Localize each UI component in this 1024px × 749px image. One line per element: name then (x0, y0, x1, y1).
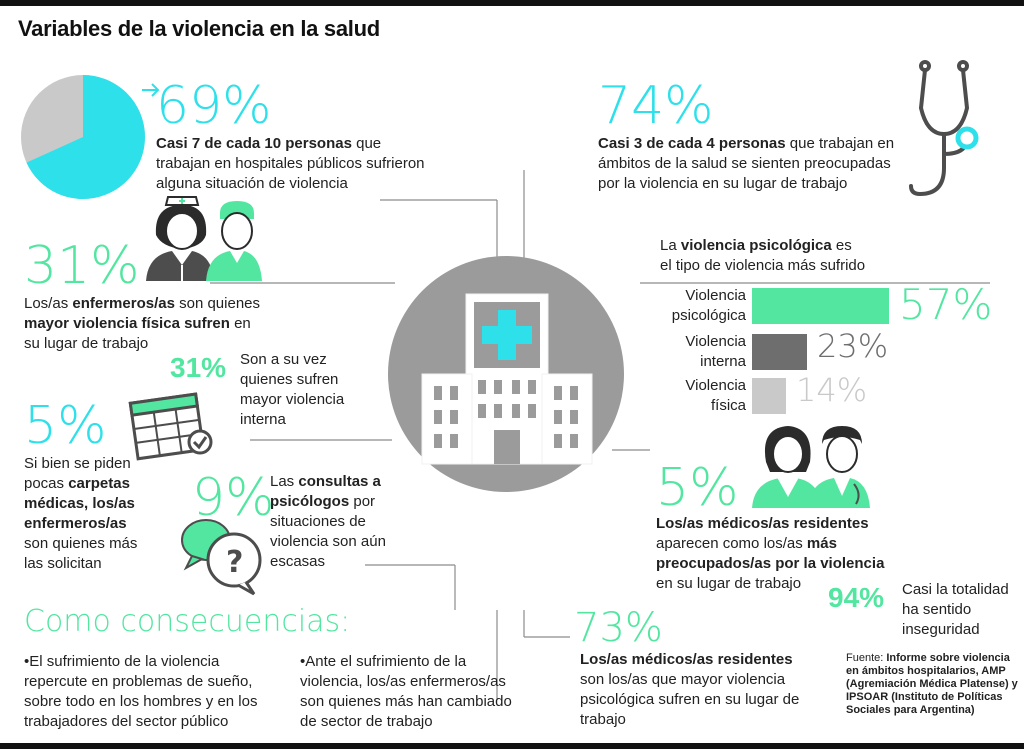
stat-31-internal-percent: 31% (170, 352, 227, 383)
stat-73-text: Los/as médicos/as residentes son los/as … (580, 651, 800, 728)
hospital-icon (388, 256, 624, 492)
bar-label-0: Violencia psicológica (671, 287, 746, 324)
stethoscope-icon (909, 60, 979, 197)
consequences-bullet-2: •Ante el sufrimiento de la violencia, lo… (300, 653, 512, 730)
consequences-heading: Como consecuencias: (24, 604, 351, 639)
doctors-icon (752, 426, 870, 508)
stat-94-percent: 94% (828, 582, 885, 613)
stat-31-nurses-percent: 31% (24, 236, 140, 296)
stat-9-percent: 9% (192, 468, 275, 528)
stat-74-bold: Casi 3 de cada 4 personas (598, 135, 786, 152)
pie-chart-icon (21, 75, 160, 199)
svg-text:?: ? (226, 545, 243, 580)
stat-74-rest: que trabajan en ámbitos de la salud se s… (598, 135, 895, 192)
nurses-icon (146, 196, 262, 281)
stat-9-text: Las consultas a psicólogos por situacion… (270, 473, 386, 570)
stat-5-residents-text: Los/as médicos/as residentes aparecen co… (656, 515, 885, 592)
stat-5-leave-percent: 5% (24, 396, 107, 456)
bar-value-1: 23% (817, 327, 889, 365)
stat-31-nurses-text: Los/as enfermeros/as son quienes mayor v… (24, 294, 314, 354)
arrow-icon (142, 83, 160, 97)
stat-31-internal-text: Son a su vez quienes sufren mayor violen… (240, 351, 345, 428)
stat-69-bold: Casi 7 de cada 10 personas (156, 135, 352, 152)
stat-74-percent: 74% (598, 76, 714, 136)
bar-value-2: 14% (796, 371, 868, 409)
pie-slice-69 (26, 75, 145, 199)
stat-94-text: Casi la totalidad ha sentido inseguridad (902, 581, 1009, 638)
violence-type-intro: La violencia psicológica es el tipo de v… (660, 237, 866, 274)
stat-69-text: Casi 7 de cada 10 personas que trabajan … (156, 134, 426, 194)
bar-label-2: Violencia física (685, 377, 746, 414)
nurses-line-1: Los/as enfermeros/as son quienes (24, 295, 261, 312)
bar-2 (752, 378, 786, 414)
calendar-check-icon (128, 392, 213, 461)
stat-5-residents-percent: 5% (656, 458, 739, 518)
bar-value-0: 57% (899, 280, 993, 329)
bar-1 (752, 334, 807, 370)
page-title: Variables de la violencia en la salud (18, 16, 380, 41)
stat-74-text: Casi 3 de cada 4 personas que trabajan e… (598, 134, 916, 194)
speech-bubbles-question-icon: ? (181, 519, 262, 596)
nurses-line-2: mayor violencia física sufren en (24, 315, 251, 332)
stat-5-leave-text: Si bien se piden pocas carpetas médicas,… (24, 455, 138, 572)
source-note: Fuente: Informe sobre violencia en ámbit… (846, 652, 1018, 716)
stat-69-rest: que trabajan en hospitales públicos sufr… (156, 135, 425, 192)
consequences-bullet-1: •El sufrimiento de la violencia repercut… (24, 653, 258, 730)
stat-73-percent: 73% (574, 605, 663, 651)
bar-label-1: Violencia interna (685, 333, 746, 370)
stat-69-percent: 69% (156, 76, 272, 136)
bar-0 (752, 288, 889, 324)
nurses-line-3: su lugar de trabajo (24, 335, 149, 352)
